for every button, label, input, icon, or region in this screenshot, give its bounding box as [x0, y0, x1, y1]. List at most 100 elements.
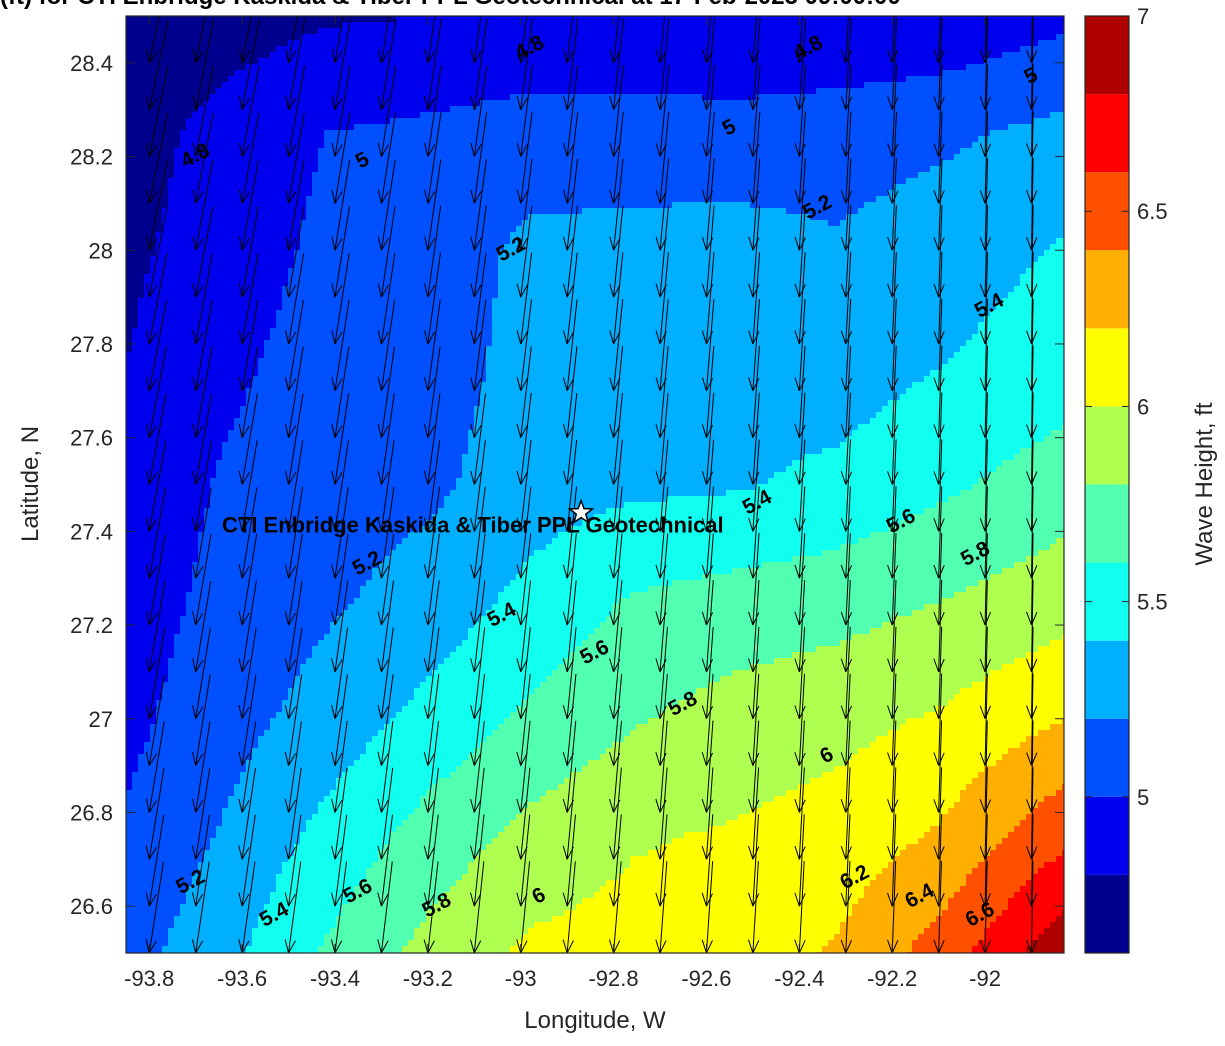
field-cell [192, 130, 199, 137]
field-cell [1062, 28, 1064, 35]
field-cell [324, 196, 331, 203]
field-cell [462, 88, 469, 95]
field-cell [342, 82, 349, 89]
field-cell [696, 100, 703, 107]
field-cell [168, 118, 175, 125]
field-cell [912, 136, 919, 143]
field-cell [474, 112, 481, 119]
field-cell [396, 142, 403, 149]
field-cell [786, 166, 793, 173]
field-cell [318, 106, 325, 113]
field-cell [948, 70, 955, 77]
field-cell [318, 172, 325, 179]
field-cell [330, 160, 337, 167]
field-cell [834, 58, 841, 65]
field-cell [600, 16, 607, 23]
field-cell [678, 142, 685, 149]
field-cell [408, 28, 415, 35]
field-cell [666, 76, 673, 83]
field-cell [558, 196, 565, 203]
field-cell [510, 76, 517, 83]
field-cell [954, 94, 961, 101]
field-cell [648, 184, 655, 191]
field-cell [384, 148, 391, 155]
field-cell [636, 22, 643, 29]
field-cell [726, 136, 733, 143]
field-cell [510, 154, 517, 161]
field-cell [138, 88, 145, 95]
field-cell [522, 106, 529, 113]
field-cell [954, 40, 961, 47]
field-cell [360, 64, 367, 71]
field-cell [738, 166, 745, 173]
field-cell [414, 16, 421, 23]
field-cell [1002, 154, 1009, 161]
field-cell [186, 136, 193, 143]
field-cell [522, 184, 529, 191]
field-cell [396, 82, 403, 89]
field-cell [732, 178, 739, 185]
field-cell [630, 124, 637, 131]
field-cell [990, 88, 997, 95]
field-cell [498, 100, 505, 107]
field-cell [768, 34, 775, 41]
field-cell [474, 202, 481, 209]
field-cell [1020, 172, 1027, 179]
field-cell [972, 16, 979, 23]
field-cell [588, 94, 595, 101]
field-cell [834, 136, 841, 143]
field-cell [552, 124, 559, 131]
field-cell [804, 28, 811, 35]
field-cell [996, 136, 1003, 143]
field-cell [216, 28, 223, 35]
field-cell [846, 22, 853, 29]
field-cell [714, 28, 721, 35]
field-cell [948, 166, 955, 173]
field-cell [1014, 46, 1021, 53]
field-cell [156, 172, 163, 179]
field-cell [1020, 124, 1027, 131]
field-cell [978, 154, 985, 161]
field-cell [762, 40, 769, 47]
field-cell [546, 70, 553, 77]
field-cell [918, 40, 925, 47]
field-cell [780, 28, 787, 35]
field-cell [738, 46, 745, 53]
field-cell [156, 16, 163, 23]
field-cell [642, 64, 649, 71]
field-cell [870, 124, 877, 131]
field-cell [510, 106, 517, 113]
field-cell [960, 22, 967, 29]
field-cell [564, 118, 571, 125]
field-cell [306, 142, 313, 149]
field-cell [516, 82, 523, 89]
field-cell [786, 52, 793, 59]
field-cell [276, 100, 283, 107]
field-cell [648, 106, 655, 113]
field-cell [366, 46, 373, 53]
field-cell [468, 40, 475, 47]
field-cell [798, 52, 805, 59]
field-cell [756, 100, 763, 107]
field-cell [900, 76, 907, 83]
field-cell [510, 40, 517, 47]
field-cell [750, 64, 757, 71]
field-cell [726, 88, 733, 95]
field-cell [300, 154, 307, 161]
field-cell [396, 184, 403, 191]
field-cell [396, 52, 403, 59]
field-cell [1008, 46, 1015, 53]
field-cell [168, 124, 175, 131]
field-cell [864, 22, 871, 29]
field-cell [804, 100, 811, 107]
field-cell [624, 94, 631, 101]
field-cell [762, 166, 769, 173]
field-cell [942, 28, 949, 35]
field-cell [690, 184, 697, 191]
field-cell [870, 58, 877, 65]
field-cell [210, 178, 217, 185]
field-cell [288, 40, 295, 47]
field-cell [870, 22, 877, 29]
field-cell [276, 202, 283, 209]
field-cell [852, 118, 859, 125]
